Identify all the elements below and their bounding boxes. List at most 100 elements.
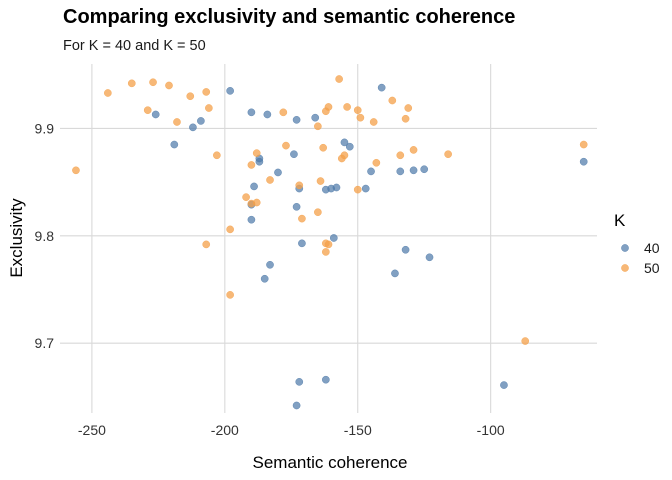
data-point-k50	[340, 151, 349, 160]
data-point-k40	[361, 184, 370, 193]
data-point-k40	[345, 142, 354, 151]
data-point-k50	[319, 143, 328, 152]
data-point-k50	[143, 106, 152, 115]
data-point-k40	[292, 401, 301, 410]
data-point-k40	[377, 83, 386, 92]
data-point-k40	[391, 269, 399, 278]
data-point-k40	[247, 108, 256, 117]
data-point-k50	[202, 240, 211, 249]
data-point-k50	[212, 151, 221, 160]
data-point-k40	[298, 239, 306, 248]
data-point-k50	[149, 78, 157, 87]
legend-label-40: 40	[644, 240, 660, 256]
data-point-k50	[127, 79, 136, 88]
x-tick-label: -100	[477, 422, 505, 438]
data-point-k50	[72, 166, 80, 175]
data-point-k40	[189, 123, 197, 132]
legend-label-50: 50	[644, 260, 660, 276]
data-point-k50	[409, 146, 418, 154]
data-point-k50	[316, 177, 325, 185]
data-point-k50	[321, 239, 330, 248]
data-point-k50	[104, 89, 112, 97]
data-point-k40	[329, 234, 338, 242]
data-point-k50	[314, 122, 322, 131]
data-point-k50	[521, 337, 530, 345]
data-point-k40	[340, 138, 349, 147]
data-point-k40	[332, 183, 341, 192]
data-point-k50	[401, 114, 410, 123]
data-point-k40	[290, 150, 298, 159]
data-point-k40	[170, 140, 179, 149]
data-point-k50	[372, 158, 381, 167]
data-point-k40	[401, 245, 410, 254]
data-point-k50	[369, 118, 378, 126]
data-point-k40	[263, 110, 272, 119]
data-point-k40	[579, 157, 588, 166]
data-point-k50	[279, 108, 288, 117]
data-points	[72, 75, 588, 410]
legend-title: K	[614, 211, 626, 230]
data-point-k40	[274, 168, 282, 177]
data-point-k50	[295, 181, 304, 190]
legend: K 40 50	[614, 211, 660, 276]
data-point-k40	[321, 375, 330, 384]
data-point-k50	[321, 248, 330, 256]
data-point-k40	[311, 113, 320, 122]
data-point-k50	[282, 141, 290, 150]
y-tick-label: 9.9	[35, 120, 55, 136]
y-tick-label: 9.8	[35, 228, 55, 244]
data-point-k50	[242, 193, 250, 202]
data-point-k50	[226, 225, 234, 234]
data-point-k40	[292, 115, 301, 124]
data-point-k50	[335, 75, 343, 83]
data-point-k50	[247, 199, 256, 208]
y-axis-ticks: 9.7 9.8 9.9	[35, 120, 55, 351]
data-point-k40	[295, 378, 304, 386]
x-tick-label: -250	[78, 422, 106, 438]
data-point-k40	[151, 110, 160, 119]
data-point-k40	[409, 166, 418, 175]
x-axis-ticks: -250 -200 -150 -100	[78, 422, 505, 438]
data-point-k50	[396, 151, 405, 160]
data-point-k50	[404, 104, 413, 112]
data-point-k50	[353, 106, 362, 115]
data-point-k50	[226, 291, 234, 299]
data-point-k40	[250, 182, 258, 191]
data-point-k50	[353, 185, 362, 194]
data-point-k50	[186, 92, 195, 101]
data-point-k50	[173, 118, 181, 126]
data-point-k40	[292, 202, 301, 211]
data-point-k50	[388, 96, 397, 105]
data-point-k50	[343, 103, 351, 111]
x-axis-title: Semantic coherence	[253, 453, 408, 472]
chart-title: Comparing exclusivity and semantic coher…	[63, 6, 516, 28]
data-point-k40	[255, 157, 264, 166]
data-point-k50	[202, 88, 211, 96]
chart-subtitle: For K = 40 and K = 50	[63, 38, 206, 54]
data-point-k50	[252, 149, 261, 157]
legend-marker-50	[621, 264, 629, 272]
data-point-k50	[356, 113, 365, 122]
data-point-k50	[324, 103, 333, 111]
data-point-k50	[247, 161, 256, 169]
grid-lines	[60, 64, 597, 413]
data-point-k40	[226, 86, 234, 95]
y-axis-title: Exclusivity	[7, 198, 26, 278]
data-point-k40	[266, 260, 274, 269]
data-point-k50	[444, 150, 452, 159]
data-point-k40	[420, 165, 429, 174]
data-point-k40	[396, 167, 405, 176]
x-tick-label: -200	[211, 422, 239, 438]
data-point-k50	[298, 214, 306, 223]
data-point-k50	[165, 81, 173, 90]
data-point-k50	[205, 104, 213, 112]
legend-marker-40	[621, 244, 629, 252]
data-point-k40	[367, 167, 375, 176]
data-point-k40	[197, 117, 205, 125]
x-tick-label: -150	[344, 422, 372, 438]
data-point-k40	[425, 253, 434, 262]
data-point-k50	[579, 140, 588, 149]
data-point-k40	[260, 274, 269, 283]
data-point-k40	[247, 215, 256, 224]
